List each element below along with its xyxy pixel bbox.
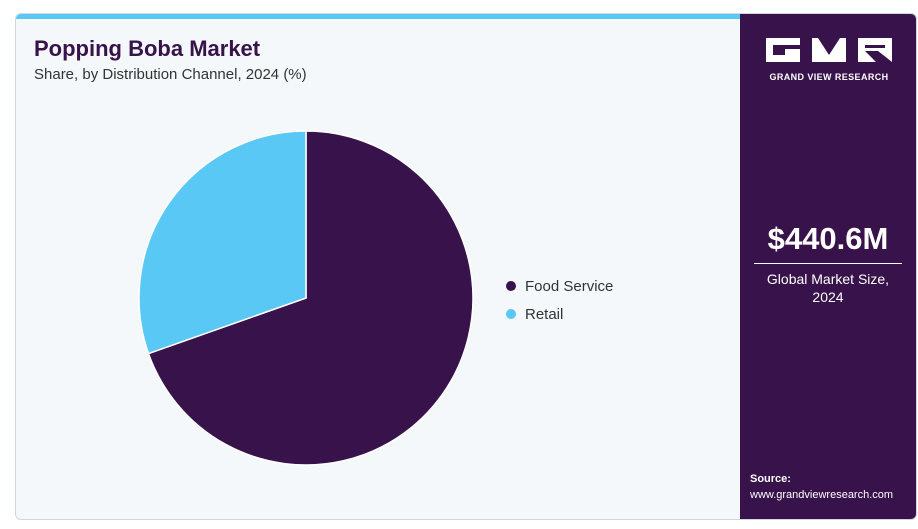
chart-subtitle: Share, by Distribution Channel, 2024 (%) (34, 66, 307, 83)
gvr-logo-icon (766, 38, 892, 62)
chart-title: Popping Boba Market (34, 36, 261, 61)
market-size-label-line1: Global Market Size, (766, 271, 890, 287)
chart-card: Popping Boba Market Share, by Distributi… (15, 13, 917, 520)
pie-slice-food-service (147, 130, 474, 466)
legend-label-food-service: Food Service (525, 277, 614, 295)
accent-bar (16, 14, 740, 19)
legend-item-retail: Retail (506, 300, 613, 328)
chart-legend: Food Service Retail (506, 272, 613, 328)
logo-text: GRAND VIEW RESEARCH (769, 72, 889, 82)
pie-chart (138, 130, 474, 466)
divider (754, 263, 902, 264)
legend-label-retail: Retail (525, 305, 564, 323)
source-link[interactable]: www.grandviewresearch.com (750, 489, 894, 501)
legend-swatch-food-service (506, 281, 516, 291)
market-size-label: Global Market Size, 2024 (740, 270, 916, 306)
source-label: Source: (750, 473, 791, 485)
legend-swatch-retail (506, 309, 516, 319)
market-size-label-line2: 2024 (812, 289, 844, 305)
side-panel: GRAND VIEW RESEARCH $440.6M Global Marke… (740, 14, 916, 519)
legend-item-food-service: Food Service (506, 272, 613, 300)
gvr-logo: GRAND VIEW RESEARCH (766, 38, 892, 82)
market-size-value: $440.6M (767, 221, 889, 256)
pie-slice-retail (138, 130, 307, 355)
